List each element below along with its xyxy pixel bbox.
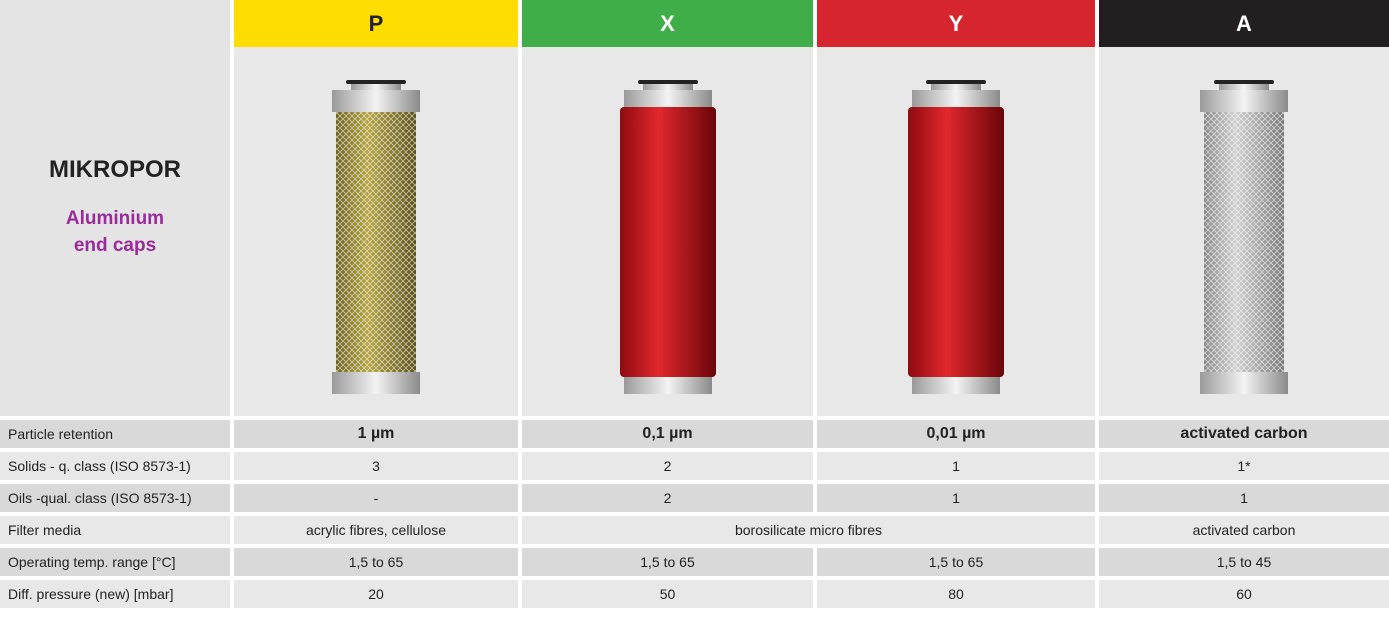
cell: 2	[522, 452, 813, 480]
cell: 1,5 to 45	[1099, 548, 1389, 576]
cell: 80	[817, 580, 1095, 608]
row-label: Filter media	[0, 516, 230, 544]
cell: borosilicate micro fibres	[522, 516, 1095, 544]
cell: -	[234, 484, 518, 512]
subtitle: Aluminium end caps	[65, 208, 165, 256]
row-label: Oils -qual. class (ISO 8573-1)	[0, 484, 230, 512]
column-header: P	[234, 0, 518, 47]
cell: activated carbon	[1099, 420, 1389, 448]
column-header: A	[1099, 0, 1389, 47]
cell: 2	[522, 484, 813, 512]
cell: 3	[234, 452, 518, 480]
cell: 0,1 µm	[522, 420, 813, 448]
row-label: Solids - q. class (ISO 8573-1)	[0, 452, 230, 480]
cell: 1 µm	[234, 420, 518, 448]
cell: acrylic fibres, cellulose	[234, 516, 518, 544]
cell: 0,01 µm	[817, 420, 1095, 448]
row-label: Diff. pressure (new) [mbar]	[0, 580, 230, 608]
column-header: X	[522, 0, 813, 47]
filter-image	[817, 47, 1095, 416]
cell: 50	[522, 580, 813, 608]
cell: 1*	[1099, 452, 1389, 480]
filter-image	[522, 47, 813, 416]
cell: 1	[817, 452, 1095, 480]
title: MIKROPOR	[49, 156, 181, 184]
title-cell: MIKROPOR Aluminium end caps	[0, 0, 230, 416]
cell: 60	[1099, 580, 1389, 608]
cell: 1,5 to 65	[234, 548, 518, 576]
cell: 1,5 to 65	[817, 548, 1095, 576]
cell: 1	[1099, 484, 1389, 512]
cell: 1	[817, 484, 1095, 512]
row-label: Operating temp. range [°C]	[0, 548, 230, 576]
cell: activated carbon	[1099, 516, 1389, 544]
filter-image	[234, 47, 518, 416]
cell: 20	[234, 580, 518, 608]
row-label: Particle retention	[0, 420, 230, 448]
cell: 1,5 to 65	[522, 548, 813, 576]
filter-image	[1099, 47, 1389, 416]
column-header: Y	[817, 0, 1095, 47]
